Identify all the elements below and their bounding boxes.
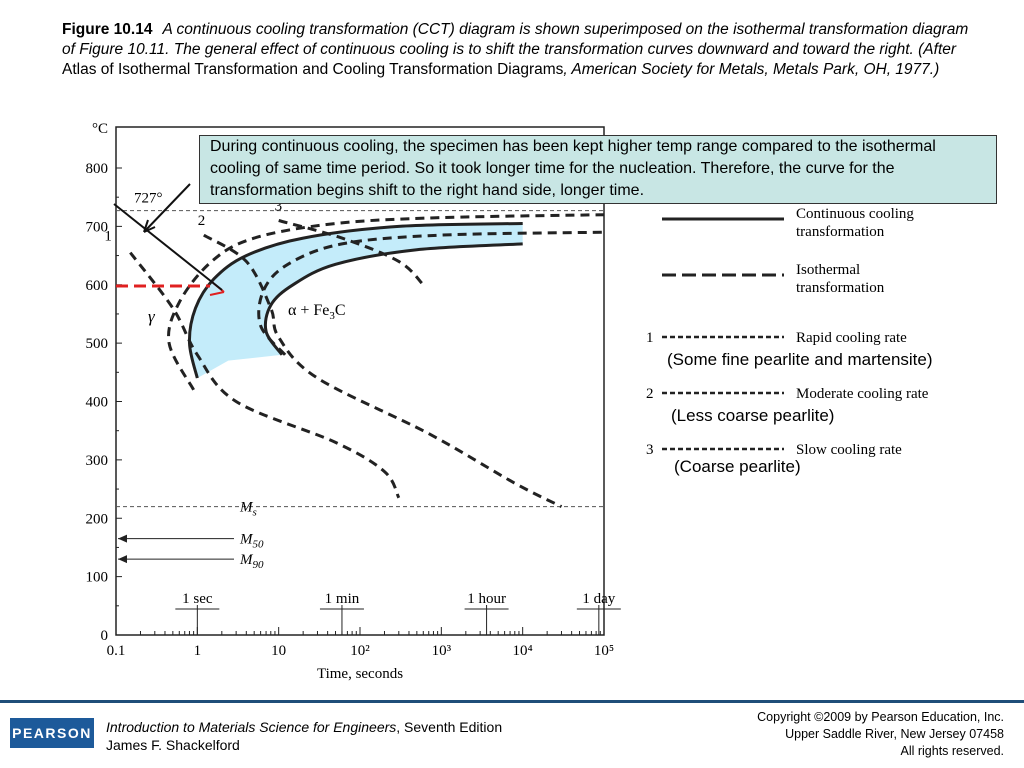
x-tick-label: 10²	[350, 643, 370, 659]
y-tick-label: 600	[86, 278, 109, 294]
x-tick-label: 10⁵	[594, 643, 614, 659]
series-rate-2	[203, 233, 563, 508]
legend-label: Slow cooling rate	[796, 442, 902, 458]
copyright-line: Copyright ©2009 by Pearson Education, In…	[757, 710, 1004, 724]
y-tick-label: 200	[86, 511, 109, 527]
m-arrowhead	[118, 555, 127, 564]
figure-label: Figure 10.14	[62, 21, 153, 38]
legend-label: Continuous cooling	[796, 206, 914, 222]
rate2-note: (Less coarse pearlite)	[671, 406, 835, 425]
legend-id: 2	[646, 386, 654, 402]
legend-label: transformation	[796, 224, 885, 240]
rate-label-2: 2	[198, 213, 206, 229]
series-cct-start	[187, 222, 523, 379]
legend-id: 3	[646, 442, 654, 458]
cct-chart: 0 100 200 300 400 500 600 700 800 °C 0.1 1 10 10² 10³ 1…	[86, 121, 929, 682]
copyright-rights: All rights reserved.	[900, 744, 1004, 758]
black-arrow-line	[143, 183, 191, 233]
copyright-address: Upper Saddle River, New Jersey 07458	[785, 727, 1004, 741]
legend-label: Moderate cooling rate	[796, 386, 929, 402]
copyright: Copyright ©2009 by Pearson Education, In…	[757, 709, 1004, 760]
legend-label: transformation	[796, 280, 885, 296]
chart-frame: 0 100 200 300 400 500 600 700 800 °C 0.1 1 10 10² 10³ 1…	[86, 121, 621, 682]
time-marker-label: 1 sec	[182, 591, 213, 607]
rate1-note: (Some fine pearlite and martensite)	[667, 350, 933, 369]
y-tick-label: 400	[86, 395, 109, 411]
eutectoid-label: 727°	[134, 191, 163, 207]
gamma-label: γ	[148, 307, 156, 326]
y-tick-label: 300	[86, 453, 109, 469]
x-axis-label: Time, seconds	[317, 666, 403, 682]
y-tick-label: 100	[86, 570, 109, 586]
series-rate-1	[129, 251, 401, 499]
m-label: M90	[239, 552, 264, 571]
legend-label: Rapid cooling rate	[796, 330, 907, 346]
rate-label-3: 3	[275, 199, 283, 215]
annotation-note: During continuous cooling, the specimen …	[199, 135, 997, 204]
x-tick-label: 0.1	[107, 643, 126, 659]
m-arrowhead	[118, 534, 127, 543]
legend-id: 1	[646, 330, 654, 346]
rate-label-1: 1	[104, 229, 112, 245]
cct-shaded-region	[189, 223, 523, 379]
series-cct-finish	[263, 242, 523, 356]
m-label: M50	[239, 532, 264, 551]
book-title: Introduction to Materials Science for En…	[106, 719, 397, 735]
y-tick-label: 0	[101, 628, 109, 644]
pearson-logo: PEARSON	[10, 718, 94, 748]
y-axis-label: °C	[92, 121, 108, 137]
series-it-start	[167, 213, 605, 391]
cct-shade	[189, 223, 523, 379]
time-marker-label: 1 min	[325, 591, 360, 607]
y-tick-label: 800	[86, 161, 109, 177]
time-marker-label: 1 hour	[467, 591, 506, 607]
x-tick-label: 10	[271, 643, 286, 659]
time-marker-label: 1 day	[582, 591, 615, 607]
black-arrowhead	[143, 219, 156, 233]
x-tick-label: 10⁴	[513, 643, 533, 659]
x-tick-label: 10³	[432, 643, 452, 659]
chart-marks: 1 2 3 γ α + Fe3C Continuous cooling transforma…	[104, 183, 929, 458]
book-edition: , Seventh Edition	[396, 719, 503, 735]
book-author: James F. Shackelford	[106, 737, 240, 753]
series-it-finish	[257, 230, 605, 356]
y-tick-label: 500	[86, 336, 109, 352]
legend-label: Isothermal	[796, 262, 860, 278]
caption-text-2: Atlas of Isothermal Transformation and C…	[62, 61, 564, 78]
chart-series	[129, 213, 605, 508]
footer-rule	[0, 700, 1024, 703]
caption-text-3: , American Society for Metals, Metals Pa…	[563, 61, 940, 78]
pearlite-label: α + Fe3C	[288, 302, 346, 322]
book-info: Introduction to Materials Science for En…	[106, 718, 502, 754]
rate3-note: (Coarse pearlite)	[674, 457, 801, 476]
figure-caption: Figure 10.14 A continuous cooling transfo…	[62, 20, 972, 80]
caption-text-1: A continuous cooling transformation (CCT…	[62, 21, 969, 58]
x-tick-label: 1	[194, 643, 202, 659]
series-rate-3	[278, 219, 425, 286]
y-tick-label: 700	[86, 219, 109, 235]
black-pointer-line	[113, 203, 223, 291]
ms-label: Ms	[239, 500, 257, 519]
